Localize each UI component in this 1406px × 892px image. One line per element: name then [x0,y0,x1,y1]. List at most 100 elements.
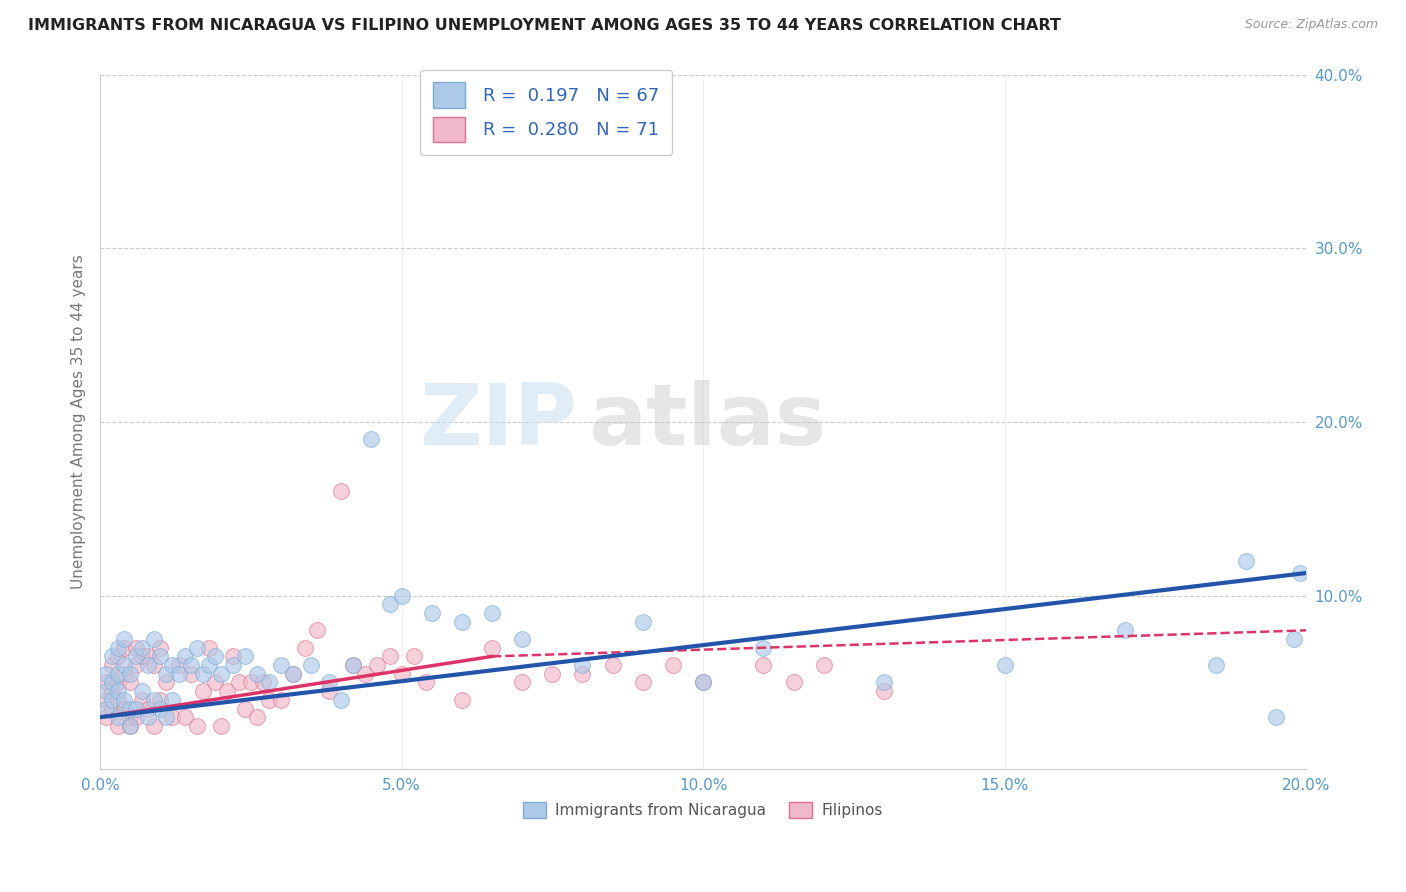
Point [246,666,269,681]
Point [222,658,245,673]
Point [101,701,124,715]
Point [294,640,316,655]
Point [120,675,142,690]
Point [143,693,166,707]
Point [481,640,503,655]
Point [120,719,142,733]
Point [631,675,654,690]
Point [138,649,160,664]
Point [510,675,533,690]
Point [692,675,714,690]
Point [257,675,280,690]
Point [125,710,148,724]
Point [209,666,232,681]
Point [96,675,118,690]
Point [186,640,208,655]
Point [451,615,474,629]
Point [993,658,1015,673]
Point [307,624,329,638]
Point [197,658,219,673]
Point [125,701,148,715]
Point [149,640,172,655]
Point [138,658,160,673]
Point [149,649,172,664]
Point [252,675,274,690]
Point [112,640,135,655]
Point [415,675,437,690]
Text: IMMIGRANTS FROM NICARAGUA VS FILIPINO UNEMPLOYMENT AMONG AGES 35 TO 44 YEARS COR: IMMIGRANTS FROM NICARAGUA VS FILIPINO UN… [28,18,1062,33]
Point [138,710,160,724]
Point [270,693,292,707]
Point [107,684,129,698]
Point [162,658,184,673]
Point [107,675,129,690]
Point [510,632,533,646]
Point [330,693,353,707]
Point [96,701,118,715]
Point [138,701,160,715]
Text: ZIP: ZIP [419,380,576,464]
Point [197,640,219,655]
Point [342,658,364,673]
Point [246,710,269,724]
Point [354,666,377,681]
Point [402,649,425,664]
Point [342,658,364,673]
Point [120,719,142,733]
Point [420,606,443,620]
Point [107,649,129,664]
Point [112,632,135,646]
Point [270,658,292,673]
Point [631,615,654,629]
Point [131,684,153,698]
Point [752,658,775,673]
Point [391,666,413,681]
Point [1234,554,1257,568]
Point [180,658,202,673]
Point [233,701,256,715]
Point [96,684,118,698]
Point [281,666,304,681]
Point [209,719,232,733]
Point [752,640,775,655]
Point [1205,658,1227,673]
Text: Source: ZipAtlas.com: Source: ZipAtlas.com [1244,18,1378,31]
Point [120,701,142,715]
Point [318,675,340,690]
Point [222,649,245,664]
Point [112,658,135,673]
Point [299,658,322,673]
Legend: Immigrants from Nicaragua, Filipinos: Immigrants from Nicaragua, Filipinos [517,796,889,824]
Point [692,675,714,690]
Point [378,649,401,664]
Point [112,701,135,715]
Point [107,719,129,733]
Point [239,675,262,690]
Point [131,693,153,707]
Point [167,666,190,681]
Point [391,589,413,603]
Point [1282,632,1305,646]
Point [101,684,124,698]
Point [873,675,896,690]
Point [96,710,118,724]
Point [180,666,202,681]
Point [215,684,238,698]
Point [131,640,153,655]
Y-axis label: Unemployment Among Ages 35 to 44 years: Unemployment Among Ages 35 to 44 years [72,254,86,590]
Point [149,701,172,715]
Point [541,666,564,681]
Point [204,649,226,664]
Point [155,675,177,690]
Point [1289,566,1312,580]
Point [101,658,124,673]
Point [125,649,148,664]
Point [360,432,382,446]
Point [191,684,214,698]
Point [162,710,184,724]
Point [173,649,195,664]
Point [602,658,624,673]
Point [571,666,593,681]
Point [662,658,685,673]
Point [107,640,129,655]
